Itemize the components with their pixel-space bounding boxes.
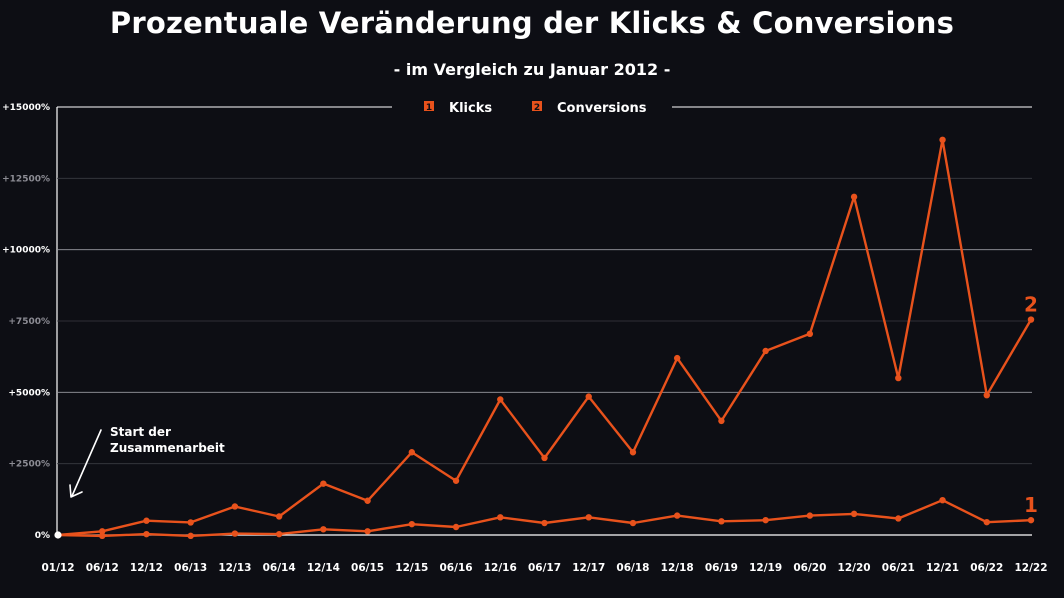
data-point	[762, 347, 769, 355]
annotation-arrow-head	[69, 484, 83, 498]
x-tick-label: 12/13	[218, 562, 251, 574]
data-point	[762, 516, 769, 524]
data-point	[939, 496, 946, 504]
chart-title: Prozentuale Veränderung der Klicks & Con…	[109, 6, 955, 40]
data-point	[850, 193, 858, 201]
data-point	[895, 515, 902, 522]
data-point	[275, 513, 283, 520]
data-point	[452, 523, 460, 531]
x-tick-label: 06/20	[793, 562, 826, 574]
data-point	[99, 528, 106, 535]
series-line-conversions	[57, 138, 1033, 537]
data-point	[231, 530, 239, 537]
data-point	[983, 391, 990, 399]
data-point	[673, 512, 681, 519]
x-tick-label: 06/18	[616, 562, 649, 574]
x-tick-label: 12/17	[572, 562, 605, 574]
x-tick-label: 06/12	[86, 562, 119, 574]
x-tick-label: 06/19	[705, 562, 738, 574]
data-point	[541, 454, 548, 462]
data-point	[939, 136, 946, 144]
x-tick-label: 06/13	[174, 562, 207, 574]
y-tick-label: +5000%	[8, 388, 50, 398]
x-tick-label: 12/12	[130, 562, 163, 574]
data-point	[408, 520, 416, 528]
legend-marker: 1	[426, 103, 432, 113]
legend-label: Conversions	[557, 101, 647, 116]
series-end-marker: 2	[1024, 293, 1038, 317]
data-point	[806, 330, 814, 338]
data-point	[364, 497, 371, 504]
legend-swatch	[424, 101, 434, 111]
x-tick-label: 12/14	[307, 562, 340, 574]
data-point	[320, 526, 327, 533]
data-point	[99, 532, 106, 540]
data-point	[850, 510, 858, 518]
x-tick-label: 12/18	[661, 562, 694, 574]
x-tick-label: 01/12	[41, 562, 74, 574]
data-point	[231, 503, 239, 510]
data-point	[497, 514, 504, 521]
legend-label: Klicks	[449, 101, 492, 116]
x-tick-label: 12/22	[1014, 562, 1047, 574]
data-point	[806, 512, 814, 519]
data-point	[143, 517, 150, 524]
data-point	[364, 528, 371, 535]
data-point	[718, 518, 725, 525]
data-point	[143, 530, 150, 538]
data-point	[408, 449, 416, 456]
x-tick-label: 12/21	[926, 562, 959, 574]
y-tick-label: 0%	[35, 531, 50, 541]
series-end-marker: 1	[1024, 493, 1038, 517]
y-tick-label: +2500%	[8, 460, 50, 470]
x-tick-label: 12/20	[838, 562, 871, 574]
data-point	[585, 514, 592, 521]
data-point	[187, 532, 194, 540]
data-point	[629, 449, 637, 456]
legend-marker: 2	[534, 103, 540, 113]
x-tick-label: 06/22	[970, 562, 1003, 574]
data-point	[497, 396, 504, 403]
data-point	[452, 477, 460, 484]
data-point	[187, 519, 194, 526]
x-tick-label: 06/15	[351, 562, 384, 574]
origin-point	[54, 531, 62, 539]
y-tick-label: +10000%	[2, 246, 50, 256]
data-point	[895, 374, 902, 382]
x-tick-label: 12/15	[395, 562, 428, 574]
data-point	[673, 354, 681, 362]
y-tick-label: +15000%	[2, 103, 50, 113]
data-point	[983, 518, 990, 526]
y-tick-label: +12500%	[2, 174, 50, 184]
x-tick-label: 06/16	[440, 562, 473, 574]
legend-swatch	[532, 101, 542, 111]
data-point	[629, 519, 637, 527]
data-point	[320, 480, 327, 487]
chart-subtitle: - im Vergleich zu Januar 2012 -	[393, 60, 671, 79]
x-tick-label: 06/14	[263, 562, 296, 574]
data-point	[718, 417, 725, 425]
x-tick-label: 06/17	[528, 562, 561, 574]
x-tick-label: 12/16	[484, 562, 517, 574]
annotation-line-2: Zusammenarbeit	[110, 441, 225, 455]
y-tick-label: +7500%	[8, 317, 50, 327]
annotation-arrow-shaft	[71, 429, 102, 497]
data-point	[585, 393, 592, 400]
data-point	[275, 530, 283, 538]
data-point	[541, 519, 548, 527]
data-point	[1027, 516, 1035, 524]
data-point	[1027, 316, 1035, 323]
x-tick-label: 12/19	[749, 562, 782, 574]
annotation-line-1: Start der	[110, 425, 171, 439]
x-tick-label: 06/21	[882, 562, 915, 574]
